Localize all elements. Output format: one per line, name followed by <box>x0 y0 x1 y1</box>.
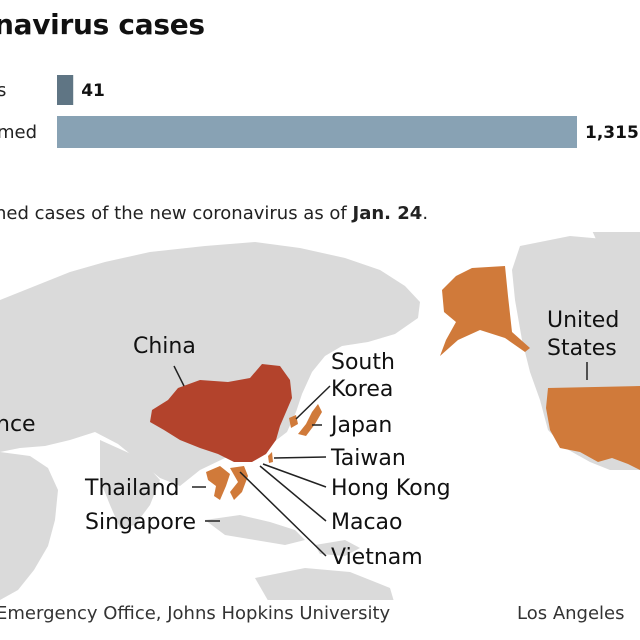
label-france-partial: nce <box>0 412 36 437</box>
label-china: China <box>133 334 196 359</box>
land-southeast-asia-islands <box>205 515 305 545</box>
label-japan: Japan <box>329 413 392 438</box>
region-japan <box>298 404 322 436</box>
region-alaska <box>440 266 530 356</box>
chart-title: navirus cases <box>0 8 205 41</box>
land-india <box>100 440 160 528</box>
label-united-states-line2: States <box>547 336 617 361</box>
label-thailand: Thailand <box>84 476 179 501</box>
land-europe-asia <box>0 242 420 486</box>
land-australia <box>255 568 394 600</box>
subtitle-prefix: ned cases of the new coronavirus as of <box>0 203 353 224</box>
subtitle-date: Jan. 24 <box>352 203 423 224</box>
leader-hong-kong <box>262 463 327 488</box>
label-united-states-line1: United <box>547 308 619 333</box>
category-label-0: s <box>0 80 6 101</box>
value-label-1: 1,315 <box>585 123 639 143</box>
label-singapore: Singapore <box>85 510 196 535</box>
label-hong-kong: Hong Kong <box>331 476 451 501</box>
bar-chart: s 41 med 1,315 <box>0 75 639 148</box>
bar-0 <box>57 75 74 105</box>
subtitle-suffix: . <box>422 203 429 224</box>
category-label-1: med <box>0 122 37 143</box>
region-thailand <box>206 466 230 500</box>
bar-1 <box>57 116 577 148</box>
label-taiwan: Taiwan <box>330 446 406 471</box>
land-background <box>0 232 640 600</box>
label-macao: Macao <box>331 510 403 535</box>
region-taiwan <box>268 452 273 463</box>
land-greenland <box>592 232 640 268</box>
region-united-states <box>546 386 640 470</box>
label-south-korea-line1: South <box>331 350 395 375</box>
leader-macao <box>259 465 327 522</box>
land-africa <box>0 452 58 600</box>
source-note: Emergency Office, Johns Hopkins Universi… <box>0 603 391 624</box>
label-vietnam: Vietnam <box>331 545 423 570</box>
region-china <box>150 364 292 462</box>
leader-south-korea <box>295 385 331 420</box>
leader-taiwan <box>273 456 327 459</box>
credit: Los Angeles <box>517 603 625 624</box>
leader-china <box>173 365 185 387</box>
value-label-0: 41 <box>81 81 105 101</box>
land-new-guinea <box>315 540 360 556</box>
world-map: China South Korea Japan Taiwan Hong Kong… <box>0 232 640 600</box>
region-vietnam <box>230 466 248 500</box>
label-south-korea-line2: Korea <box>331 377 393 402</box>
leader-vietnam <box>239 471 327 557</box>
map-subtitle: ned cases of the new coronavirus as of J… <box>0 203 428 224</box>
